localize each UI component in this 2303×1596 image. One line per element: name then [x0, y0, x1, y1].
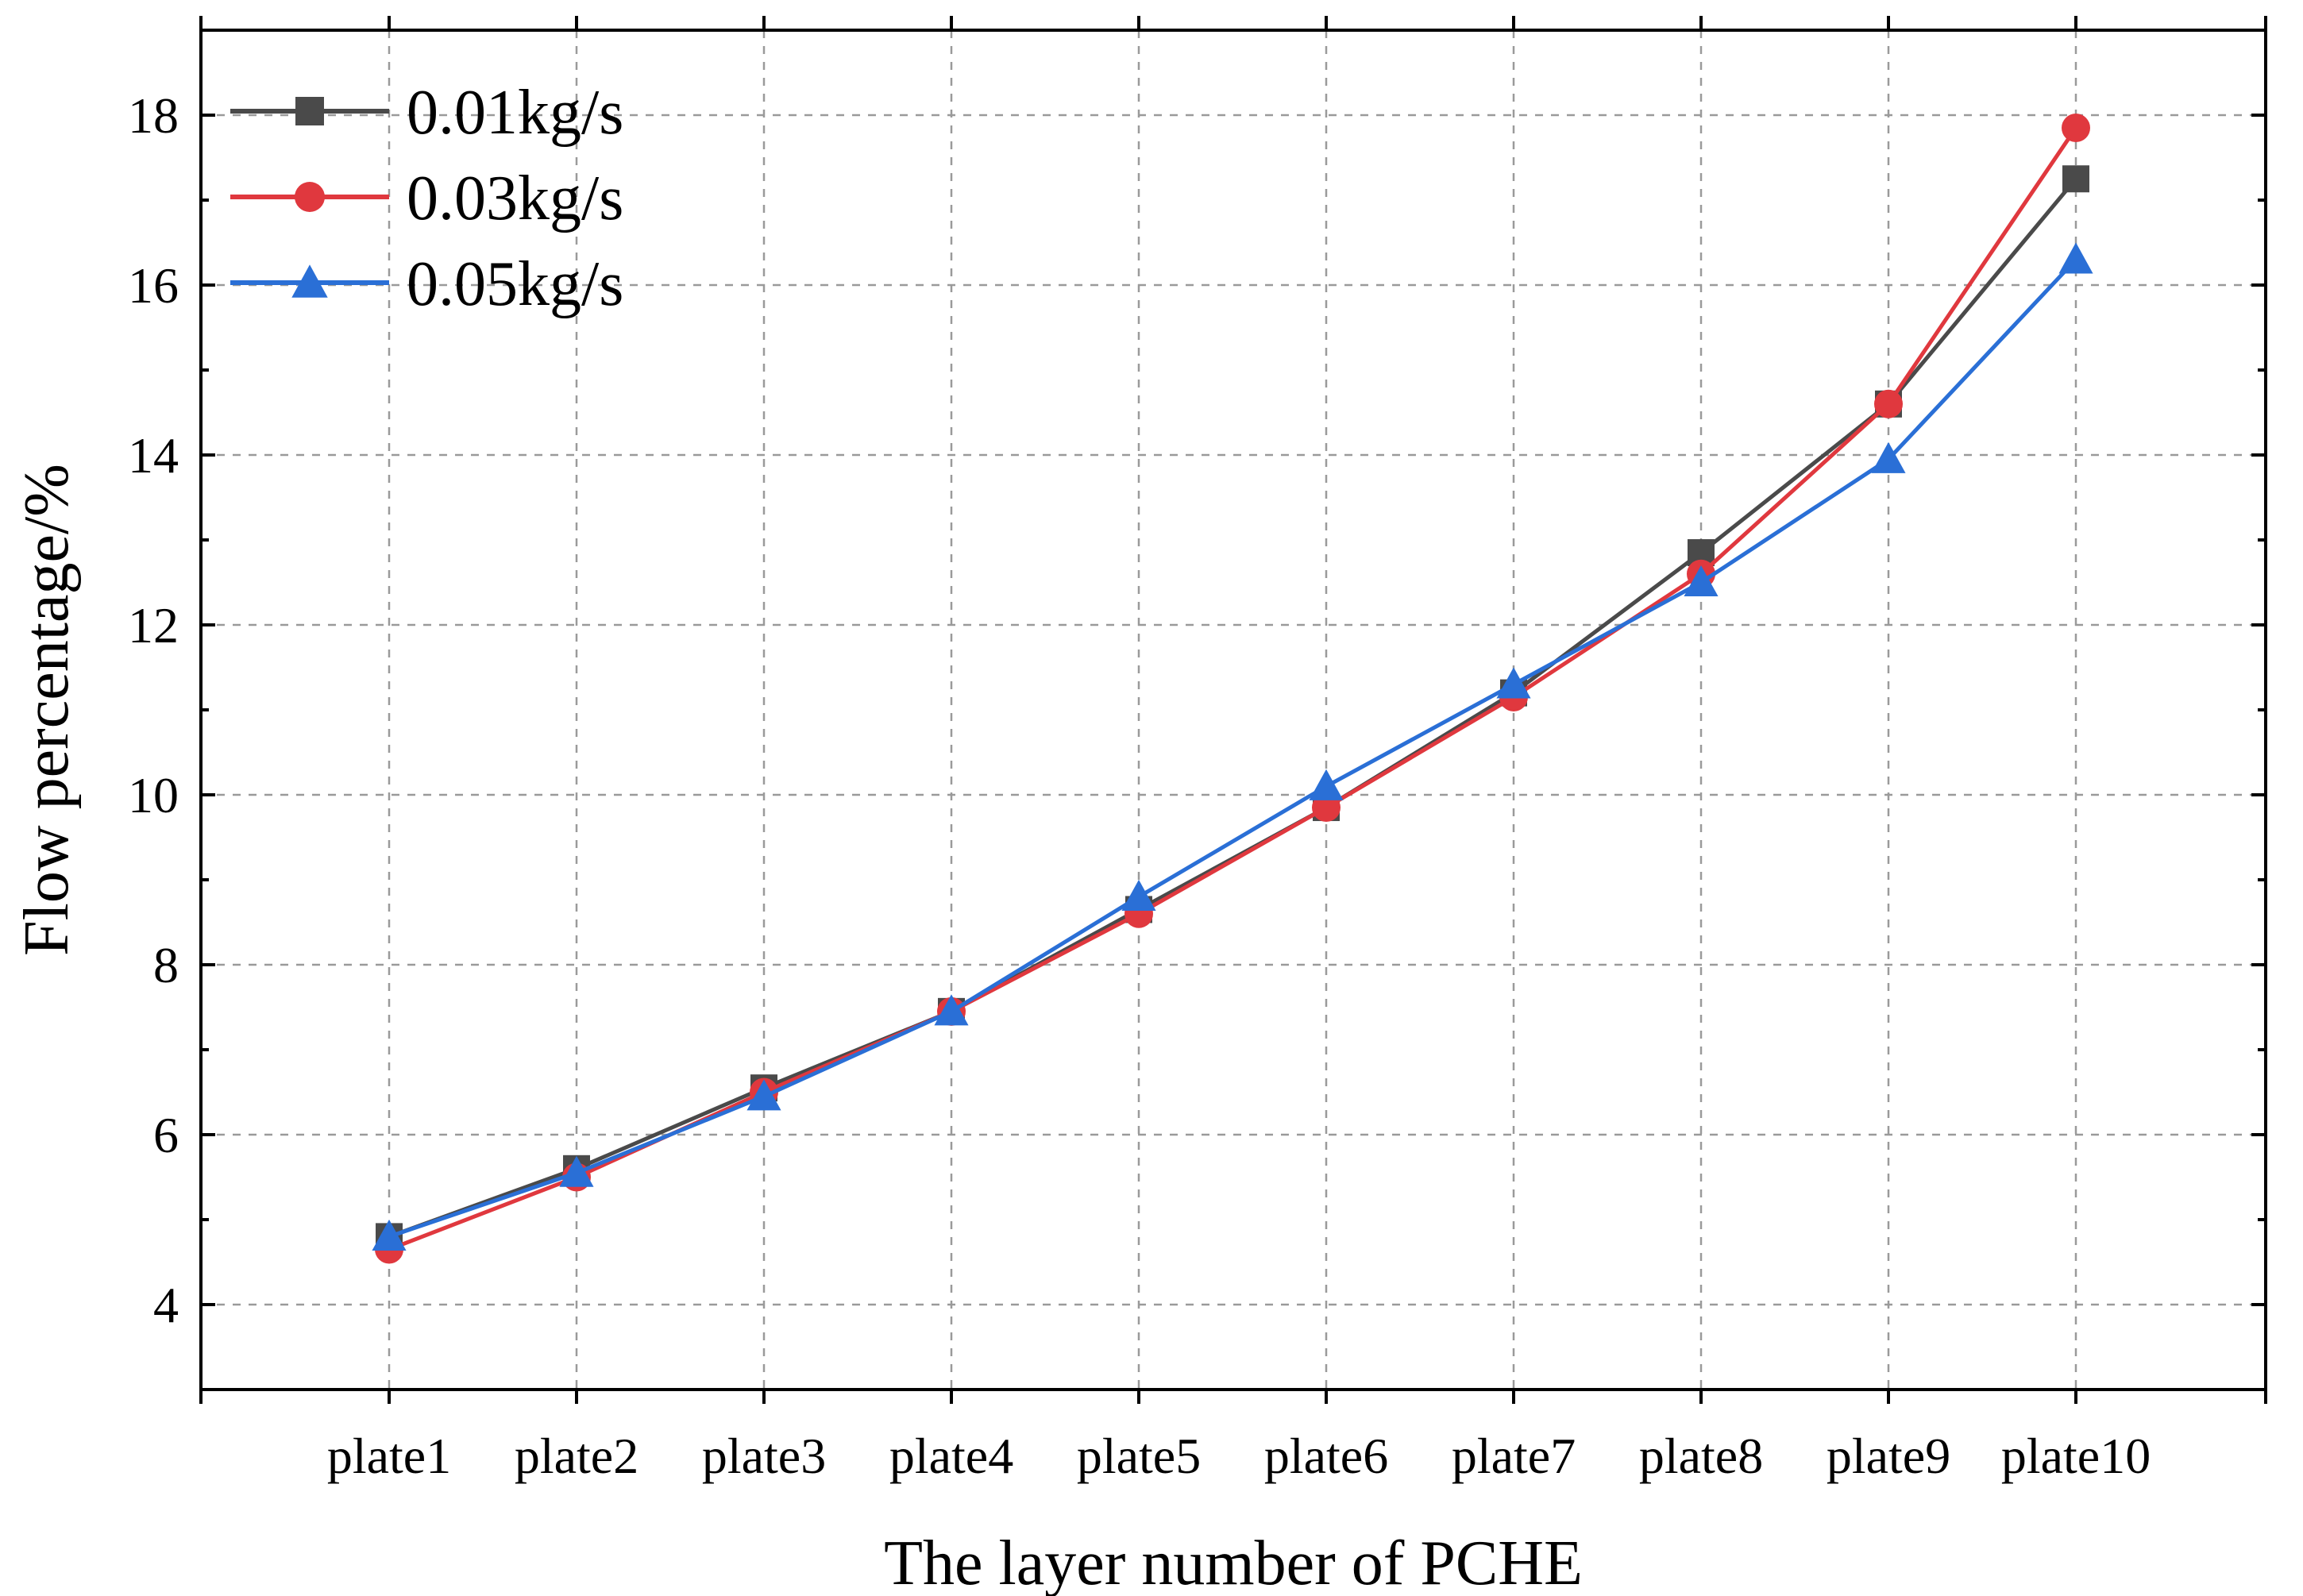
x-tick-label: plate5 — [1077, 1428, 1201, 1484]
legend-marker-triangle — [291, 264, 328, 298]
legend-label: 0.03kg/s — [407, 164, 623, 233]
data-point-square — [2062, 165, 2089, 193]
data-point-triangle — [934, 994, 969, 1026]
x-tick-label: plate2 — [515, 1428, 638, 1484]
y-tick-label: 12 — [128, 597, 179, 653]
x-tick-label: plate3 — [702, 1428, 826, 1484]
y-tick-label: 18 — [128, 87, 179, 144]
plot-frame — [199, 29, 2267, 1391]
data-point-circle — [2062, 114, 2090, 143]
series-0.03kg/s — [375, 114, 2090, 1264]
legend-item: 0.05kg/s — [230, 249, 623, 319]
grid — [201, 30, 2266, 1390]
x-tick-label: plate6 — [1264, 1428, 1388, 1484]
legend-label: 0.01kg/s — [407, 78, 623, 148]
data-point-triangle — [1496, 667, 1531, 699]
legend-item: 0.03kg/s — [230, 164, 623, 233]
x-tick-label: plate4 — [889, 1428, 1013, 1484]
legend-item: 0.01kg/s — [230, 78, 623, 148]
x-tick-label: plate10 — [2001, 1428, 2151, 1484]
data-point-triangle — [1121, 879, 1156, 911]
data-point-triangle — [559, 1155, 594, 1187]
x-tick-labels: plate1 plate2 plate3 plate4 plate5 plate6 plat… — [327, 1428, 2151, 1484]
y-tick-label: 10 — [128, 767, 179, 823]
legend-marker-square — [295, 97, 324, 125]
series-line — [388, 177, 2077, 1239]
y-tick-label: 4 — [153, 1277, 179, 1333]
x-axis-title: The layer number of PCHE — [884, 1529, 1583, 1596]
x-tick-label: plate8 — [1639, 1428, 1763, 1484]
data-point-triangle — [372, 1219, 407, 1251]
series-line — [388, 126, 2078, 1251]
x-tick-label: plate9 — [1827, 1428, 1950, 1484]
y-tick-label: 6 — [153, 1107, 179, 1163]
series-0.01kg/s — [376, 165, 2089, 1251]
axis-ticks — [199, 16, 2267, 1404]
y-tick-label: 14 — [128, 427, 179, 484]
data-point-triangle — [2058, 242, 2093, 274]
series-0.05kg/s — [372, 242, 2093, 1251]
y-axis-title: Flow percentage/% — [12, 464, 82, 956]
data-point-triangle — [1309, 769, 1344, 800]
legend-label: 0.05kg/s — [407, 249, 623, 319]
y-tick-label: 16 — [128, 257, 179, 314]
series-layer — [372, 114, 2093, 1264]
data-point-circle — [1874, 389, 1903, 418]
data-point-triangle — [1684, 565, 1719, 597]
data-point-triangle — [1871, 441, 1906, 473]
data-point-circle — [1312, 793, 1341, 823]
x-tick-label: plate1 — [327, 1428, 451, 1484]
data-point-triangle — [746, 1079, 781, 1111]
y-tick-label: 8 — [153, 937, 179, 993]
legend-marker-circle — [295, 182, 325, 212]
x-tick-label: plate7 — [1452, 1428, 1576, 1484]
y-tick-labels: 4 6 8 10 12 14 16 18 — [128, 87, 179, 1333]
series-line — [388, 258, 2077, 1239]
legend: 0.01kg/s 0.03kg/s 0.05kg/s — [230, 78, 623, 319]
